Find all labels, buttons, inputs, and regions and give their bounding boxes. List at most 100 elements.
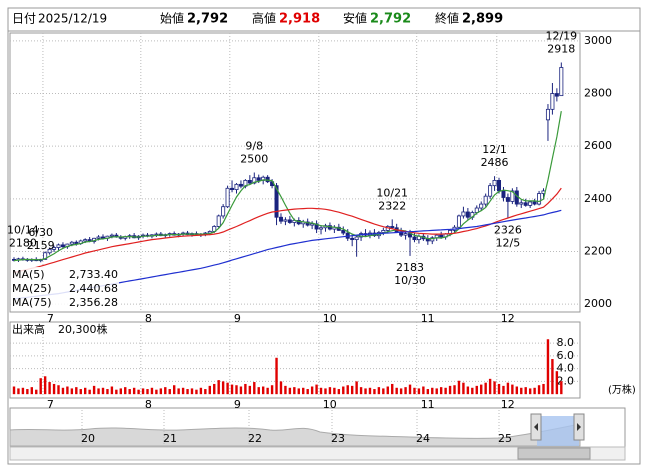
navigator-range[interactable] [537, 416, 579, 446]
volume-bar [439, 387, 443, 395]
volume-bar [155, 389, 158, 395]
open-label: 始値 [160, 11, 184, 26]
legend-value: 2,440.68 [69, 282, 118, 295]
candle-body [278, 216, 283, 222]
volume-bar [57, 385, 60, 395]
legend: MA(5) 2,733.40 MA(25) 2,440.68 MA(75) 2,356.2… [11, 267, 119, 311]
volume-unit: (万株) [608, 383, 636, 396]
volume-bar [355, 381, 358, 395]
open: 2,792 [187, 12, 228, 27]
volume-bar [226, 382, 229, 395]
candle-body [256, 177, 261, 181]
x-tick-label: 7 [47, 398, 54, 411]
candle-body [523, 202, 528, 206]
candle-body [221, 206, 226, 217]
x-tick-label: 8 [145, 398, 152, 411]
volume-bar [480, 384, 483, 395]
candle-body [390, 226, 395, 229]
scrollbar-track [9, 446, 626, 461]
volume-bar [146, 389, 149, 395]
volume-bar [128, 389, 131, 395]
navigator-label: 24 [416, 432, 430, 445]
volume-bar [39, 378, 42, 395]
candle-body [456, 215, 461, 228]
scrollbar-thumb[interactable] [517, 447, 591, 460]
annotation-price: 2180 [9, 237, 37, 250]
volume-bar [417, 388, 421, 395]
volume-bar [213, 383, 216, 395]
header: 日付 2025/12/19 始値 2,792 高値 2,918 安値 2,792… [12, 11, 503, 27]
x-tick-label: 9 [234, 312, 241, 325]
volume-bar [444, 387, 447, 395]
candle-body [287, 219, 292, 223]
volume-bar [150, 387, 154, 395]
volume-bar [168, 389, 171, 395]
volume-bar [204, 389, 207, 395]
navigator-label: 20 [81, 432, 95, 445]
volume-bar [515, 386, 519, 395]
low: 2,792 [370, 12, 411, 27]
volume-bar [302, 387, 305, 395]
y-tick-label: 2000 [584, 297, 612, 310]
volume-panel [9, 321, 581, 399]
volume-bar [537, 385, 541, 395]
candle-body [47, 248, 52, 254]
candle-body [483, 195, 488, 205]
volume-bar [186, 389, 189, 395]
candle-body [305, 221, 310, 226]
volume-bar [306, 389, 309, 395]
volume-bar [17, 388, 20, 395]
candle-body [550, 93, 555, 110]
candle-body [554, 93, 559, 97]
x-tick-label: 10 [323, 312, 337, 325]
volume-bar [346, 385, 349, 395]
y-tick-label: 2600 [584, 139, 612, 152]
volume-bar [506, 382, 510, 395]
candle-body [510, 190, 515, 202]
candle-body [505, 197, 510, 202]
close-label: 終値 [435, 11, 459, 26]
volume-bar [551, 359, 554, 395]
volume-bar [92, 385, 96, 395]
volume-bar [310, 386, 314, 395]
candle-body [230, 187, 235, 191]
volume-bar [315, 384, 318, 395]
volume-bar [101, 387, 105, 395]
annotation-price: 2183 [396, 261, 424, 274]
annotation-date: 12/19 [545, 29, 577, 42]
volume-bar [377, 387, 381, 395]
volume-bar [324, 388, 327, 395]
navigator-area [9, 423, 581, 447]
candle-body [225, 187, 230, 208]
legend-name: MA(75) [12, 296, 52, 309]
volume-bar [391, 383, 394, 395]
volume-bar [546, 339, 550, 395]
volume-bar [497, 383, 501, 395]
candle-body [497, 179, 502, 192]
volume-bar [79, 389, 82, 395]
volume-bar [524, 387, 527, 395]
volume-bar [190, 388, 194, 395]
annotation-price: 2322 [378, 199, 406, 212]
annotation-price: 2486 [481, 156, 509, 169]
y-tick-label: 2.0 [557, 374, 575, 387]
volume-bar [297, 388, 300, 395]
candle-body [537, 193, 542, 205]
candle-body [545, 108, 550, 121]
volume-bar [279, 381, 283, 395]
volume-bar [261, 386, 265, 395]
candle-body [488, 185, 493, 197]
navigator-label: 23 [331, 432, 345, 445]
x-tick-label: 12 [501, 398, 515, 411]
navigator-label: 25 [498, 432, 512, 445]
volume-bar [266, 387, 269, 395]
volume-bar [293, 387, 296, 395]
volume-bar [453, 385, 456, 395]
legend-box [11, 267, 119, 311]
volume-bar [555, 371, 559, 395]
volume-bar [542, 383, 545, 395]
y-tick-label: 2800 [584, 87, 612, 100]
volume-subtitle: 20,300株 [58, 322, 108, 336]
candle-body [310, 223, 315, 226]
x-tick-label: 10 [323, 398, 337, 411]
